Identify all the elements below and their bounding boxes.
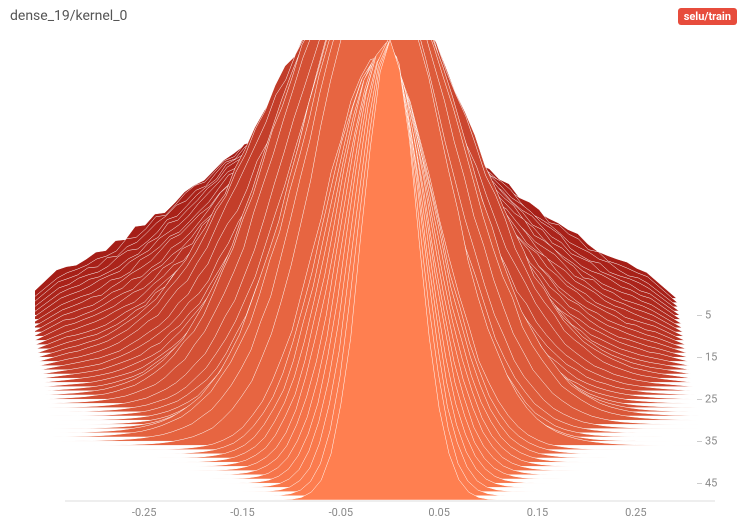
- x-tick: 0.25: [625, 506, 646, 519]
- chart-title: dense_19/kernel_0: [10, 8, 127, 24]
- x-tick: 0.15: [527, 506, 548, 519]
- y-tick-mark: [697, 315, 702, 316]
- x-tick: 0.05: [428, 506, 449, 519]
- ridgeline-svg: [35, 40, 715, 505]
- y-tick: 35: [705, 435, 717, 448]
- y-tick-mark: [697, 441, 702, 442]
- y-tick: 15: [705, 351, 717, 364]
- x-tick: -0.05: [329, 506, 354, 519]
- y-tick: 25: [705, 393, 717, 406]
- y-tick-mark: [697, 399, 702, 400]
- y-tick: 5: [705, 309, 711, 322]
- y-tick: 45: [705, 477, 717, 490]
- x-tick: -0.25: [132, 506, 157, 519]
- histogram-chart: -0.25-0.15-0.050.050.150.25 515253545: [35, 40, 715, 505]
- y-tick-mark: [697, 357, 702, 358]
- y-tick-mark: [697, 483, 702, 484]
- x-tick: -0.15: [230, 506, 255, 519]
- run-badge: selu/train: [678, 8, 737, 25]
